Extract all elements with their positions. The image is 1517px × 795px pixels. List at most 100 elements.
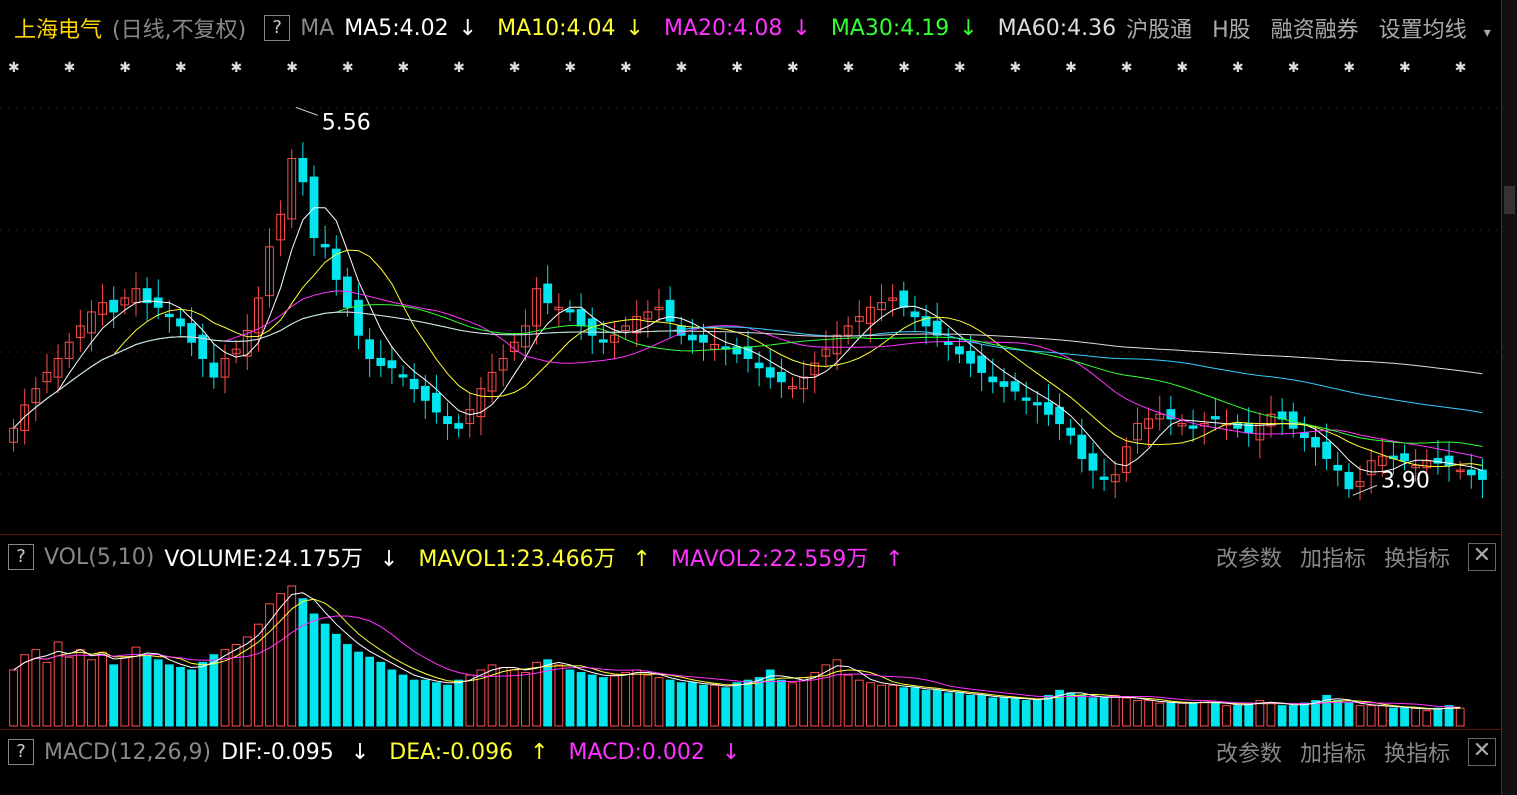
- candle-body: [53, 357, 63, 378]
- volume-bar: [42, 661, 52, 727]
- candle-body: [843, 325, 853, 336]
- link-hgt[interactable]: 沪股通: [1126, 18, 1193, 43]
- volume-bar: [1299, 702, 1309, 727]
- candle-body: [176, 318, 185, 327]
- volume-bar: [966, 694, 975, 727]
- volume-bar: [543, 659, 553, 727]
- candle-body: [1166, 409, 1176, 420]
- volume-bar: [331, 633, 341, 727]
- candle-body: [365, 339, 375, 359]
- high-price-label: 5.56: [322, 110, 371, 135]
- divider: [0, 534, 1502, 535]
- macd-help-button[interactable]: ?: [8, 739, 34, 765]
- scrollbar-thumb[interactable]: [1504, 186, 1515, 214]
- change-params-button[interactable]: 改参数: [1215, 742, 1282, 767]
- link-h-share[interactable]: H股: [1212, 18, 1251, 43]
- close-icon[interactable]: ✕: [1468, 543, 1496, 571]
- event-marker: ✱: [1343, 60, 1355, 76]
- candle-body: [376, 357, 386, 366]
- volume-bar: [1166, 702, 1176, 727]
- scrollbar[interactable]: [1501, 0, 1517, 795]
- volume-bar: [1266, 702, 1276, 727]
- volume-bar: [1288, 705, 1298, 727]
- mavol2-line: [13, 615, 1461, 708]
- volume-chart[interactable]: [0, 576, 1502, 728]
- volume-bar: [198, 661, 208, 727]
- volume-bar: [1422, 710, 1432, 727]
- volume-bar: [565, 669, 575, 727]
- candle-body: [543, 283, 553, 304]
- volume-bar: [632, 669, 642, 727]
- candle-body: [1077, 434, 1087, 459]
- candle-body: [354, 299, 363, 336]
- event-marker: ✱: [119, 60, 131, 76]
- volume-bar: [1210, 702, 1220, 727]
- event-marker: ✱: [1176, 60, 1188, 76]
- candle-body: [532, 288, 541, 327]
- volume-bar: [1366, 705, 1376, 727]
- candle-body: [1066, 427, 1076, 436]
- volume-bar: [598, 677, 608, 727]
- candle-body: [788, 385, 797, 390]
- event-marker: ✱: [843, 60, 855, 76]
- volume-bar: [932, 689, 942, 727]
- candle-body: [276, 213, 286, 241]
- candle-body: [1333, 464, 1343, 471]
- candle-body: [331, 248, 341, 280]
- candle-body: [632, 316, 642, 334]
- volume-bar: [398, 674, 408, 727]
- candle-body: [955, 346, 964, 355]
- candle-body: [20, 404, 30, 432]
- candle-body: [1266, 413, 1276, 427]
- add-indicator-button[interactable]: 加指标: [1299, 547, 1366, 572]
- candle-body: [776, 371, 786, 383]
- candle-body: [1055, 406, 1064, 425]
- volume-bar: [1199, 700, 1209, 727]
- ma20-value: MA20:4.08 ↓: [663, 15, 811, 41]
- volume-bar: [1110, 694, 1120, 727]
- add-indicator-button[interactable]: 加指标: [1299, 742, 1366, 767]
- ma5-value: MA5:4.02 ↓: [344, 15, 478, 41]
- ma20-line: [13, 290, 1483, 459]
- candle-body: [75, 325, 85, 339]
- switch-indicator-button[interactable]: 换指标: [1383, 742, 1450, 767]
- switch-indicator-button[interactable]: 换指标: [1383, 547, 1450, 572]
- ma10-value: MA10:4.04 ↓: [497, 15, 644, 41]
- event-marker: ✱: [509, 60, 521, 76]
- stock-name[interactable]: 上海电气: [14, 18, 103, 43]
- candle-body: [87, 311, 96, 334]
- ma120-line: [13, 311, 1483, 429]
- candle-body: [454, 423, 464, 429]
- event-marker: ✱: [64, 60, 76, 76]
- volume-bar: [365, 656, 375, 727]
- volume-bar: [877, 684, 886, 727]
- event-marker: ✱: [231, 60, 243, 76]
- candle-body: [1188, 425, 1198, 429]
- price-chart[interactable]: ✱ ✱ ✱ ✱ ✱ ✱ ✱ ✱ ✱ ✱ ✱ ✱ ✱ ✱ ✱ ✱ ✱ ✱ ✱ ✱ ✱ ✱ ✱ ✱ ✱ ✱ ✱ 5.56 3.90: [0, 48, 1502, 534]
- candle-body: [643, 311, 653, 320]
- help-button[interactable]: ?: [264, 15, 291, 41]
- volume-bar: [765, 669, 775, 727]
- event-marker: ✱: [1455, 60, 1467, 76]
- volume-bar: [1322, 694, 1332, 727]
- volume-bar: [643, 674, 653, 727]
- event-marker: ✱: [1288, 60, 1300, 76]
- vol-ma-line: [13, 592, 1461, 710]
- candle-body: [253, 297, 263, 334]
- volume-bar: [921, 689, 931, 727]
- volume-bar: [888, 684, 898, 727]
- link-margin[interactable]: 融资融券: [1270, 18, 1359, 43]
- candle-body: [866, 306, 875, 325]
- volume-bar: [176, 666, 185, 727]
- settings-ma-button[interactable]: 设置均线 ▾: [1378, 18, 1491, 43]
- close-icon[interactable]: ✕: [1468, 738, 1496, 766]
- volume-bar: [265, 603, 274, 727]
- volume-bar: [788, 682, 797, 727]
- change-params-button[interactable]: 改参数: [1215, 547, 1282, 572]
- candle-body: [1177, 423, 1187, 427]
- candle-body: [320, 244, 330, 248]
- candle-body: [198, 334, 208, 359]
- volume-bar: [276, 593, 286, 727]
- volume-help-button[interactable]: ?: [8, 544, 34, 570]
- volume-bar: [988, 697, 998, 727]
